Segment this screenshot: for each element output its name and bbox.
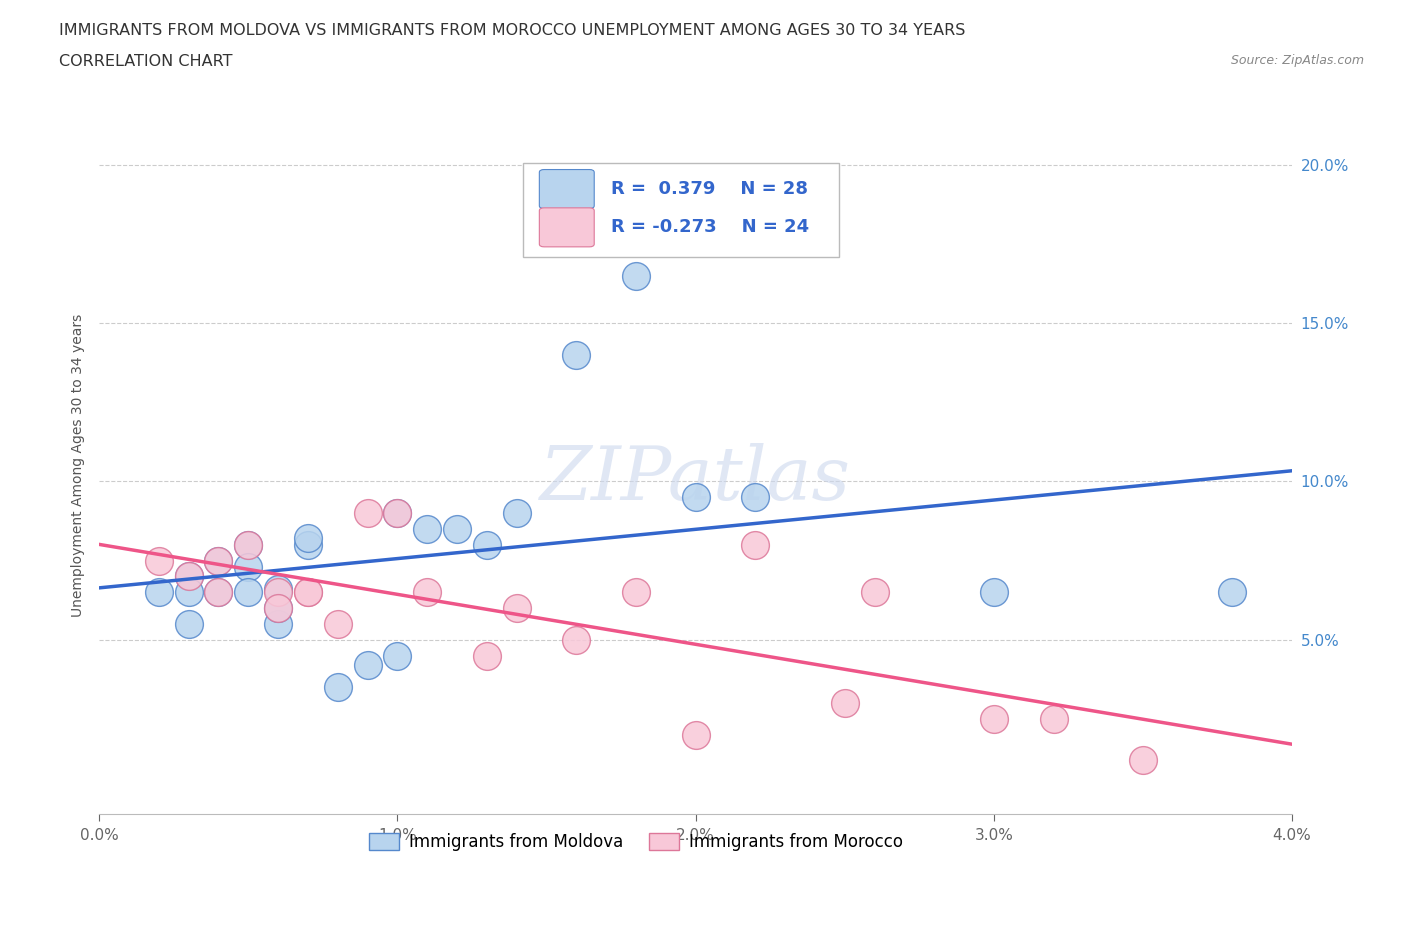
Point — [297, 538, 319, 552]
Point — [834, 696, 856, 711]
Point — [207, 585, 229, 600]
Point — [207, 553, 229, 568]
Point — [356, 658, 378, 672]
Point — [744, 538, 766, 552]
Point — [267, 601, 290, 616]
Point — [416, 522, 439, 537]
Point — [983, 711, 1005, 726]
Point — [356, 506, 378, 521]
Point — [565, 347, 588, 362]
Point — [238, 538, 260, 552]
Y-axis label: Unemployment Among Ages 30 to 34 years: Unemployment Among Ages 30 to 34 years — [72, 314, 86, 618]
Point — [416, 585, 439, 600]
Point — [744, 490, 766, 505]
Point — [983, 585, 1005, 600]
Point — [1042, 711, 1064, 726]
Point — [297, 585, 319, 600]
Text: ZIPatlas: ZIPatlas — [540, 444, 851, 516]
Text: R =  0.379    N = 28: R = 0.379 N = 28 — [612, 180, 808, 198]
Point — [267, 617, 290, 631]
Point — [685, 727, 707, 742]
Point — [685, 490, 707, 505]
Point — [1132, 752, 1154, 767]
Point — [177, 569, 200, 584]
Point — [267, 581, 290, 596]
Point — [177, 585, 200, 600]
Point — [177, 569, 200, 584]
Point — [207, 553, 229, 568]
Point — [207, 585, 229, 600]
Text: IMMIGRANTS FROM MOLDOVA VS IMMIGRANTS FROM MOROCCO UNEMPLOYMENT AMONG AGES 30 TO: IMMIGRANTS FROM MOLDOVA VS IMMIGRANTS FR… — [59, 23, 966, 38]
Text: Source: ZipAtlas.com: Source: ZipAtlas.com — [1230, 54, 1364, 67]
Point — [446, 522, 468, 537]
Point — [1222, 585, 1244, 600]
Point — [297, 585, 319, 600]
FancyBboxPatch shape — [540, 207, 595, 246]
Point — [475, 648, 498, 663]
Point — [624, 585, 647, 600]
Point — [505, 506, 527, 521]
Point — [387, 648, 409, 663]
Point — [387, 506, 409, 521]
Text: R = -0.273    N = 24: R = -0.273 N = 24 — [612, 219, 808, 236]
Legend: Immigrants from Moldova, Immigrants from Morocco: Immigrants from Moldova, Immigrants from… — [363, 826, 910, 857]
FancyBboxPatch shape — [523, 163, 839, 257]
FancyBboxPatch shape — [540, 169, 595, 208]
Point — [387, 506, 409, 521]
Point — [148, 553, 170, 568]
Point — [475, 538, 498, 552]
Point — [148, 585, 170, 600]
Point — [238, 585, 260, 600]
Point — [177, 617, 200, 631]
Point — [267, 585, 290, 600]
Text: CORRELATION CHART: CORRELATION CHART — [59, 54, 232, 69]
Point — [624, 268, 647, 283]
Point — [505, 601, 527, 616]
Point — [238, 538, 260, 552]
Point — [326, 680, 349, 695]
Point — [238, 560, 260, 575]
Point — [863, 585, 886, 600]
Point — [326, 617, 349, 631]
Point — [297, 531, 319, 546]
Point — [267, 601, 290, 616]
Point — [565, 632, 588, 647]
